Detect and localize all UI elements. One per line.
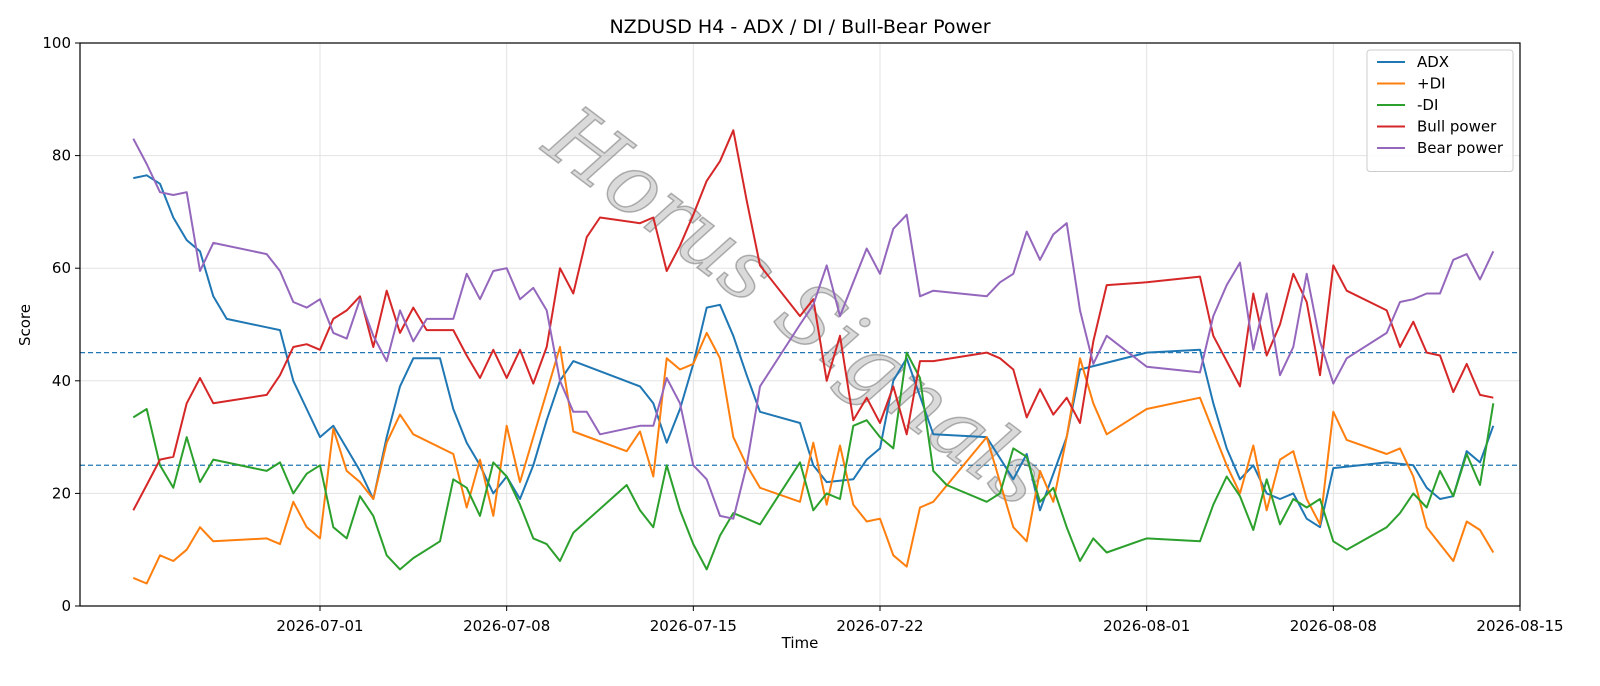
y-tick-label: 40 (52, 372, 71, 390)
legend-box (1366, 49, 1514, 172)
x-tick-label: 2026-07-22 (836, 617, 923, 635)
y-axis: 0 20 40 60 80 100 (42, 34, 80, 615)
legend-label: Bull power (1417, 118, 1497, 136)
legend-label: -DI (1417, 96, 1438, 114)
y-tick-label: 60 (52, 259, 71, 277)
series-lines (132, 129, 1495, 585)
plot-frame (79, 42, 1521, 607)
y-tick-label: 100 (42, 34, 71, 52)
y-tick-label: 80 (52, 147, 71, 165)
x-tick-label: 2026-07-01 (276, 617, 363, 635)
x-tick-label: 2026-08-15 (1476, 617, 1563, 635)
series-line-bear-power (132, 138, 1495, 520)
legend-label: +DI (1417, 75, 1446, 93)
x-tick-label: 2026-07-08 (463, 617, 550, 635)
x-tick-label: 2026-07-15 (650, 617, 737, 635)
legend-label: Bear power (1417, 139, 1504, 157)
series-line-di (132, 331, 1495, 585)
x-axis-label: Time (781, 634, 819, 652)
legend-label: ADX (1417, 53, 1449, 71)
series-line-di (132, 351, 1495, 571)
legend: ADX +DI -DI Bull power Bear power (1366, 49, 1514, 172)
series-line-bull-power (132, 129, 1494, 511)
x-tick-label: 2026-08-01 (1103, 617, 1190, 635)
y-tick-label: 0 (61, 597, 71, 615)
y-tick-label: 20 (52, 484, 71, 502)
grid (80, 42, 1521, 607)
series-line-adx (133, 174, 1495, 529)
y-axis-label: Score (16, 304, 34, 346)
chart-title: NZDUSD H4 - ADX / DI / Bull-Bear Power (609, 16, 990, 38)
x-tick-label: 2026-08-08 (1290, 617, 1377, 635)
x-axis: 2026-07-01 2026-07-08 2026-07-15 2026-07-22… (276, 606, 1564, 635)
